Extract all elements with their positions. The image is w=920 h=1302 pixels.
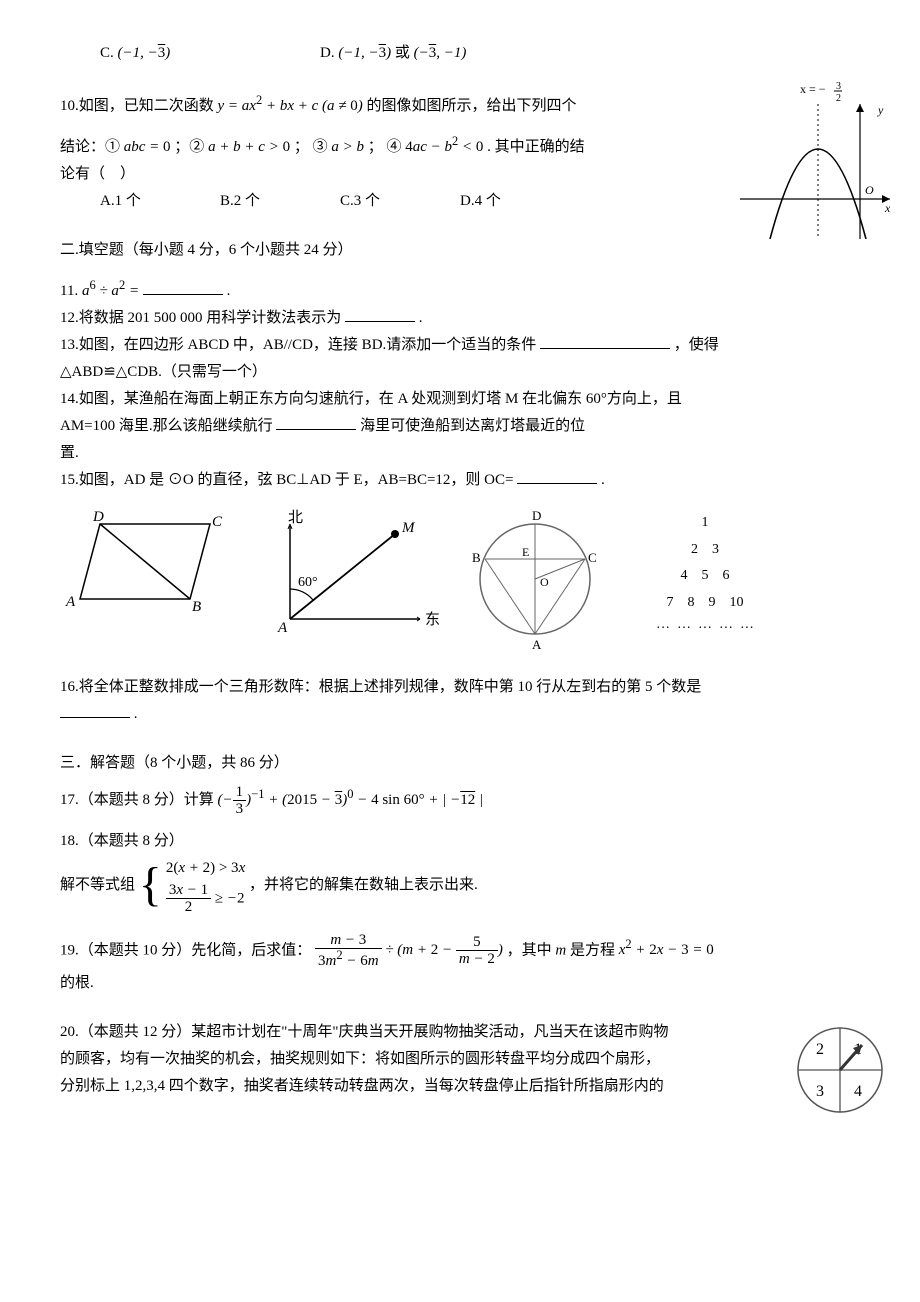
q14-line2b: 海里可使渔船到达离灯塔最近的位 bbox=[360, 418, 585, 434]
q13-line1: 13.如图，在四边形 ABCD 中，AB//CD，连接 BD.请添加一个适当的条… bbox=[60, 337, 536, 353]
q10-optD: D.4 个 bbox=[460, 188, 580, 215]
svg-text:2: 2 bbox=[836, 93, 841, 104]
fig-parallelogram: D C A B bbox=[60, 504, 230, 634]
svg-text:A: A bbox=[277, 620, 288, 634]
q14: 14.如图，某渔船在海面上朝正东方向匀速航行，在 A 处观测到灯塔 M 在北偏东… bbox=[60, 386, 860, 467]
figure-row: D C A B 北 东 M 60° A bbox=[60, 504, 860, 664]
q18: 18.（本题共 8 分） 解不等式组 { 2(x + 2) > 3x 3x − … bbox=[60, 828, 860, 916]
q11-expr: a6 ÷ a2 = bbox=[82, 283, 143, 299]
tri-r2: 2 3 bbox=[630, 537, 780, 564]
q9-options: C. (−1, −3) D. (−1, −3) 或 (−3, −1) bbox=[60, 40, 860, 67]
q14-blank[interactable] bbox=[276, 415, 356, 430]
svg-text:东: 东 bbox=[425, 611, 440, 628]
q19-head: 19.（本题共 10 分）先化简，后求值： bbox=[60, 942, 311, 958]
q16-blank[interactable] bbox=[60, 703, 130, 718]
svg-text:C: C bbox=[588, 550, 597, 565]
q13: 13.如图，在四边形 ABCD 中，AB//CD，连接 BD.请添加一个适当的条… bbox=[60, 332, 860, 386]
q12-text: 12.将数据 201 500 000 用科学计数法表示为 bbox=[60, 310, 341, 326]
q13-line2: △ABD≌△CDB.（只需写一个） bbox=[60, 364, 267, 380]
q11: 11. a6 ÷ a2 = . bbox=[60, 274, 860, 305]
svg-text:A: A bbox=[532, 637, 542, 652]
q20-line3: 分别标上 1,2,3,4 四个数字，抽奖者连续转动转盘两次，当每次转盘停止后指针… bbox=[60, 1073, 860, 1100]
q12-end: . bbox=[419, 310, 423, 326]
q10-optC: C.3 个 bbox=[340, 188, 460, 215]
q10: 10.如图，已知二次函数 y = ax2 + bx + c (a ≠ 0) 的图… bbox=[60, 89, 860, 215]
svg-text:3: 3 bbox=[836, 81, 841, 92]
q9-optD: D. (−1, −3) 或 (−3, −1) bbox=[320, 40, 466, 67]
q20-line2: 的顾客，均有一次抽奖的机会，抽奖规则如下：将如图所示的圆形转盘平均分成四个扇形， bbox=[60, 1046, 860, 1073]
fig-triangle-numbers: 1 2 3 4 5 6 7 8 9 10 ··· ··· ··· ··· ··· bbox=[630, 504, 780, 643]
q11-period: . bbox=[227, 283, 231, 299]
q10-expr: y = ax2 + bx + c (a ≠ 0) bbox=[218, 98, 363, 114]
svg-text:B: B bbox=[192, 599, 201, 615]
q12: 12.将数据 201 500 000 用科学计数法表示为 . bbox=[60, 305, 860, 332]
q16-end: . bbox=[134, 706, 138, 722]
q20: 20.（本题共 12 分）某超市计划在"十周年"庆典当天开展购物抽奖活动，凡当天… bbox=[60, 1019, 860, 1100]
q10-optA: A.1 个 bbox=[100, 188, 220, 215]
q13-line1-end: ，使得 bbox=[674, 337, 719, 353]
tri-r3: 4 5 6 bbox=[630, 563, 780, 590]
q20-spinner: 2 1 3 4 bbox=[790, 1020, 890, 1130]
svg-text:C: C bbox=[212, 514, 223, 530]
q13-blank[interactable] bbox=[540, 334, 670, 349]
svg-text:3: 3 bbox=[816, 1083, 824, 1100]
q10-stem-a: 10.如图，已知二次函数 bbox=[60, 98, 218, 114]
q18-lead: 解不等式组 bbox=[60, 877, 135, 893]
q18-system: { 2(x + 2) > 3x 3x − 12 ≥ −2 bbox=[139, 855, 245, 916]
fig-bearing: 北 东 M 60° A bbox=[250, 504, 440, 644]
q17-expr: (−13)−1 + (2015 − 3)0 − 4 sin 60° + | −1… bbox=[218, 792, 484, 808]
q17-head: 17.（本题共 8 分）计算 bbox=[60, 792, 214, 808]
tri-r1: 1 bbox=[630, 510, 780, 537]
q15: 15.如图，AD 是 ⊙O 的直径，弦 BC⊥AD 于 E，AB=BC=12，则… bbox=[60, 467, 860, 494]
svg-text:x: x bbox=[884, 201, 890, 215]
q18-head: 18.（本题共 8 分） bbox=[60, 828, 860, 855]
tri-r4: 7 8 9 10 bbox=[630, 590, 780, 617]
svg-text:M: M bbox=[401, 520, 416, 536]
q19-line2: 的根. bbox=[60, 975, 94, 991]
q15-text: 15.如图，AD 是 ⊙O 的直径，弦 BC⊥AD 于 E，AB=BC=12，则… bbox=[60, 472, 513, 488]
svg-text:O: O bbox=[540, 575, 549, 589]
q18-tail: ，并将它的解集在数轴上表示出来. bbox=[249, 877, 478, 893]
svg-text:D: D bbox=[532, 508, 541, 523]
q9-optC: C. (−1, −3) bbox=[100, 40, 320, 67]
q17: 17.（本题共 8 分）计算 (−13)−1 + (2015 − 3)0 − 4… bbox=[60, 783, 860, 818]
svg-text:60°: 60° bbox=[298, 575, 318, 590]
svg-text:A: A bbox=[65, 594, 76, 610]
svg-text:E: E bbox=[522, 545, 529, 559]
svg-text:北: 北 bbox=[288, 509, 303, 526]
section3-title: 三．解答题（8 个小题，共 86 分） bbox=[60, 750, 860, 777]
q10-figure: x = − 3 2 y O x bbox=[740, 79, 890, 249]
svg-text:O: O bbox=[865, 183, 874, 197]
q11-num: 11. bbox=[60, 283, 82, 299]
q19-expr: m − 33m2 − 6m ÷ (m + 2 − 5m − 2) bbox=[315, 942, 507, 958]
svg-text:B: B bbox=[472, 550, 481, 565]
svg-text:2: 2 bbox=[816, 1041, 824, 1058]
q16: 16.将全体正整数排成一个三角形数阵：根据上述排列规律，数阵中第 10 行从左到… bbox=[60, 674, 860, 728]
fig-circle: D B C E O A bbox=[460, 504, 610, 664]
svg-text:4: 4 bbox=[854, 1083, 862, 1100]
q15-blank[interactable] bbox=[517, 469, 597, 484]
q10-stem-b: 的图像如图所示，给出下列四个 bbox=[367, 98, 577, 114]
q15-end: . bbox=[601, 472, 605, 488]
q10-optB: B.2 个 bbox=[220, 188, 340, 215]
q14-line3: 置. bbox=[60, 445, 79, 461]
q12-blank[interactable] bbox=[345, 307, 415, 322]
q11-blank[interactable] bbox=[143, 280, 223, 295]
q20-line1: 20.（本题共 12 分）某超市计划在"十周年"庆典当天开展购物抽奖活动，凡当天… bbox=[60, 1019, 860, 1046]
svg-text:D: D bbox=[92, 509, 104, 525]
svg-text:y: y bbox=[877, 103, 884, 117]
q19-where: ，其中 m 是方程 x2 + 2x − 3 = 0 bbox=[507, 942, 714, 958]
q14-line2a: AM=100 海里.那么该船继续航行 bbox=[60, 418, 273, 434]
svg-text:x = −: x = − bbox=[800, 82, 826, 96]
q10-line2: 结论：① abc = 0 ；② a + b + c > 0 ； ③ a > b … bbox=[60, 139, 585, 155]
q16-line1: 16.将全体正整数排成一个三角形数阵：根据上述排列规律，数阵中第 10 行从左到… bbox=[60, 679, 701, 695]
q19: 19.（本题共 10 分）先化简，后求值： m − 33m2 − 6m ÷ (m… bbox=[60, 932, 860, 997]
q14-line1: 14.如图，某渔船在海面上朝正东方向匀速航行，在 A 处观测到灯塔 M 在北偏东… bbox=[60, 391, 682, 407]
tri-r5: ··· ··· ··· ··· ··· bbox=[630, 616, 780, 643]
